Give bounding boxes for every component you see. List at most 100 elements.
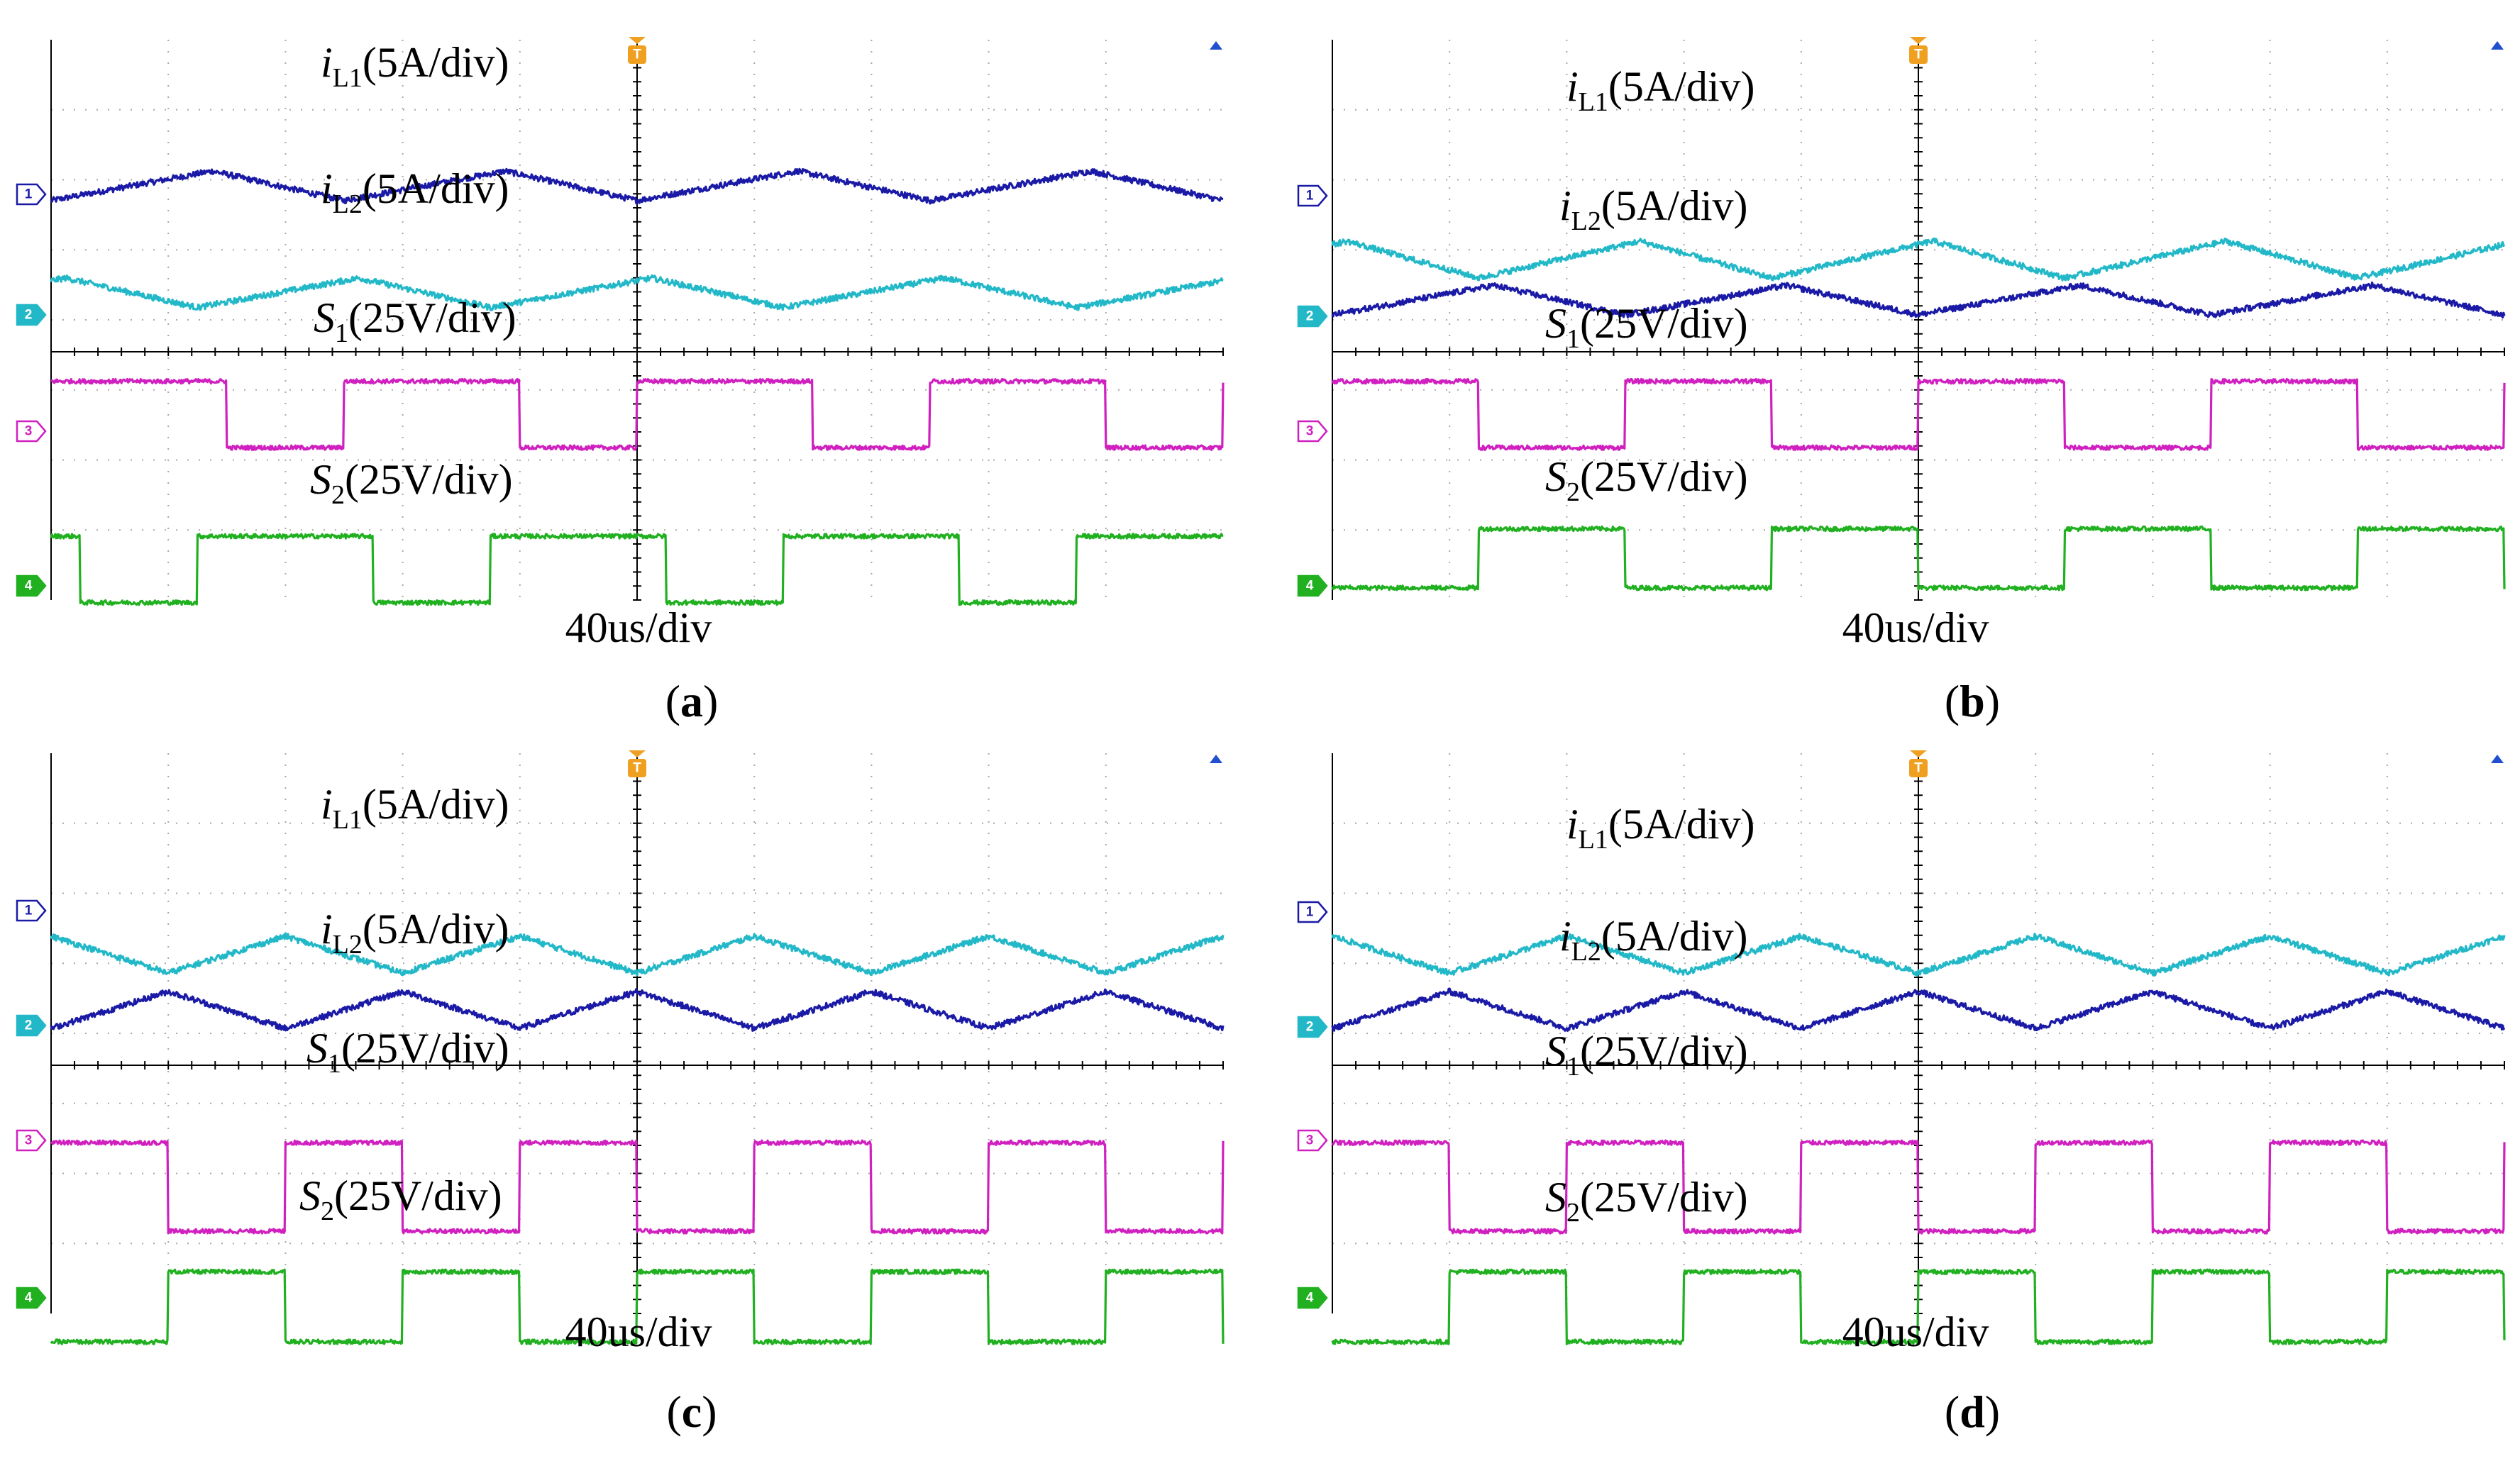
trigger-arrow-shape [1910,37,1927,44]
trace-label-symbol: S [1545,300,1566,347]
channel-badge-shape [1297,1016,1328,1038]
channel-badge-shape [1297,305,1328,328]
channel-badge-number: 4 [25,1291,33,1306]
caption-letter: c [682,1387,702,1437]
trigger-marker-icon: T [628,37,646,64]
trace-label-ch2: iL2(5A/div) [321,906,509,960]
trace-label-symbol: S [299,1172,321,1219]
trace-label-subscript: L2 [1571,937,1601,967]
trace-label-scale: (25V/div) [334,1172,502,1219]
trigger-arrow-shape [629,750,646,757]
trace-label-ch3: S1(25V/div) [314,294,516,348]
channel-badge-3: 3 [16,420,47,443]
trace-ch1 [1331,281,2506,319]
time-scale-label: 40us/div [1842,604,1989,651]
trigger-box-shape [628,759,646,777]
channel-badge-4: 4 [16,574,47,597]
trigger-marker-icon: T [1909,750,1928,777]
channel-badge-2: 2 [16,304,47,326]
channel-badge-3: 3 [1297,1129,1328,1152]
caption-paren-close: ) [702,1387,717,1437]
trace-label-ch3: S1(25V/div) [306,1025,509,1079]
trace-label-subscript: L2 [1571,206,1601,236]
channel-badge-shape [16,1129,47,1152]
trace-ch4 [50,533,1224,606]
trace-label-scale: (25V/div) [1580,1028,1748,1074]
trigger-box-shape [1909,759,1928,777]
channel-badge-shape [16,304,47,326]
trace-label-scale: (5A/div) [363,165,509,212]
trigger-arrow-shape [1910,750,1927,757]
trace-label-ch3: S1(25V/div) [1545,300,1748,354]
trace-label-ch3: S1(25V/div) [1545,1028,1748,1082]
channel-badge-2: 2 [16,1014,47,1037]
trace-label-ch4: S2(25V/div) [1545,453,1748,507]
channel-badge-shape [1297,420,1328,443]
trace-label-scale: (5A/div) [363,39,509,86]
time-marker-icon [1210,41,1222,50]
trace-label-subscript: L1 [1579,87,1608,117]
panel-caption-b: (b) [1945,676,2000,726]
channel-badge-shape [16,1287,47,1309]
time-scale-label: 40us/div [565,604,712,651]
trigger-letter: T [1914,761,1923,776]
trigger-letter: T [633,48,641,62]
trace-ch1 [50,167,1224,205]
trace-label-symbol: S [1545,1028,1566,1074]
trace-label-ch2: iL2(5A/div) [321,165,509,219]
trace-label-ch1: iL1(5A/div) [321,39,509,93]
scope-panel-c: iL1(5A/div)iL2(5A/div)S1(25V/div)S2(25V/… [16,750,1225,1437]
channel-badge-shape [1297,184,1328,207]
channel-badge-number: 2 [25,308,33,323]
trace-label-symbol: S [314,294,335,341]
channel-badge-1: 1 [16,899,47,922]
channel-badge-shape [1297,1129,1328,1152]
trace-ch1 [1331,987,2506,1032]
trace-label-symbol: i [321,39,333,86]
channel-badge-shape [16,420,47,443]
channel-badge-number: 1 [25,904,33,918]
trace-label-ch2: iL2(5A/div) [1559,182,1748,236]
channel-badge-shape [16,899,47,922]
trace-label-subscript: 2 [331,480,345,510]
trace-label-symbol: S [1545,1174,1566,1221]
caption-paren-close: ) [1985,676,2000,726]
channel-badge-number: 2 [1306,1020,1314,1035]
scope-panel-b: iL1(5A/div) iL2(5A/div) S1(25V/div) S2(25V/… [1297,37,2506,726]
caption-letter: b [1960,676,1985,726]
trace-label-subscript: L2 [333,930,363,960]
channel-badge-number: 2 [25,1018,33,1033]
trace-ch2 [50,274,1224,311]
trace-label-symbol: i [1566,801,1579,848]
trace-label-scale: (5A/div) [1608,63,1755,110]
channel-badge-shape [1297,1287,1328,1309]
trace-ch2 [1331,933,2506,977]
channel-badge-shape [16,574,47,597]
channel-badge-3: 3 [16,1129,47,1152]
trace-label-scale: (25V/div) [1580,1174,1748,1221]
trace-label-ch2: iL2(5A/div) [1559,913,1748,967]
trace-label-scale: (25V/div) [345,456,513,503]
trace-ch3 [50,1139,1225,1235]
trace-label-scale: (5A/div) [1601,182,1748,229]
trace-ch2 [1331,237,2506,282]
trace-label-subscript: L2 [333,189,363,219]
trace-label-subscript: 2 [321,1196,334,1226]
trace-label-ch1: iL1(5A/div) [1566,63,1755,117]
caption-paren-close: ) [703,676,718,726]
trace-label-subscript: 2 [1566,477,1580,507]
trace-label-symbol: S [1545,453,1566,500]
channel-badge-number: 1 [25,187,33,202]
trace-label-scale: (5A/div) [1608,801,1755,848]
trigger-letter: T [633,761,641,776]
panel-caption-a: (a) [665,676,719,726]
trigger-marker-icon: T [1909,37,1928,64]
channel-badge-shape [16,183,47,206]
trace-label-subscript: 1 [1566,1052,1580,1082]
trace-label-scale: (5A/div) [1601,913,1748,960]
trigger-marker-icon: T [628,750,646,777]
trace-ch3 [1331,377,2506,451]
channel-badge-4: 4 [16,1287,47,1309]
graticule-grid [1332,753,2504,1313]
